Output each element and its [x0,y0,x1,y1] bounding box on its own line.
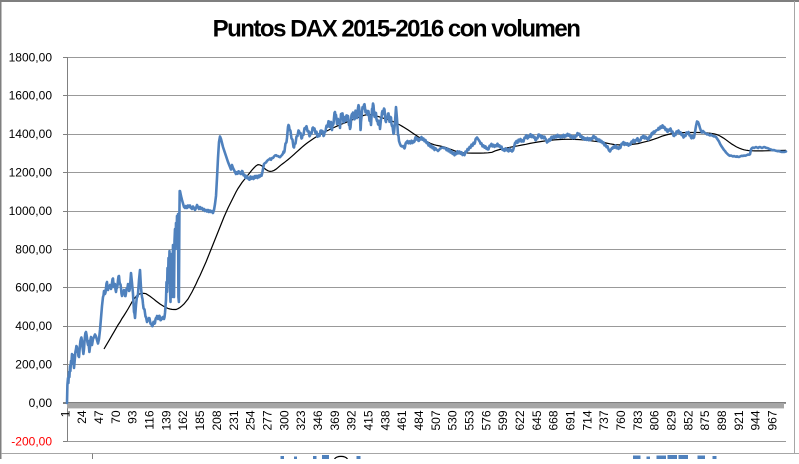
svg-text:400,00: 400,00 [15,319,52,333]
svg-text:116: 116 [143,410,157,429]
svg-text:1: 1 [58,410,72,417]
svg-text:162: 162 [176,410,190,430]
svg-text:783: 783 [631,410,645,430]
svg-text:Puntos DAX 2015-2016 con volum: Puntos DAX 2015-2016 con volumen [213,16,581,43]
svg-text:0,00: 0,00 [29,396,53,410]
svg-text:921: 921 [732,410,746,430]
svg-text:668: 668 [547,410,561,430]
svg-text:898: 898 [715,410,729,430]
svg-text:392: 392 [345,410,359,430]
svg-text:484: 484 [412,410,426,430]
svg-text:24: 24 [75,410,89,424]
svg-text:93: 93 [126,410,140,424]
svg-text:300: 300 [277,410,291,430]
svg-text:1000,00: 1000,00 [9,204,53,218]
svg-text:737: 737 [597,410,611,430]
svg-text:185: 185 [193,410,207,430]
svg-text:1200,00: 1200,00 [9,166,53,180]
svg-text:530: 530 [446,410,460,430]
svg-text:852: 852 [681,410,695,430]
svg-text:622: 622 [513,410,527,430]
svg-text:-200,00: -200,00 [11,434,52,448]
svg-text:1600,00: 1600,00 [9,89,53,103]
svg-text:200,00: 200,00 [15,358,52,372]
svg-text:829: 829 [665,410,679,430]
svg-text:1400,00: 1400,00 [9,127,53,141]
svg-text:645: 645 [530,410,544,430]
svg-text:507: 507 [429,410,443,430]
svg-text:553: 553 [463,410,477,430]
svg-text:800,00: 800,00 [15,242,52,256]
svg-text:599: 599 [496,410,510,430]
svg-text:600,00: 600,00 [15,281,52,295]
svg-text:346: 346 [311,410,325,430]
svg-text:576: 576 [479,410,493,430]
svg-text:967: 967 [766,410,780,430]
svg-text:277: 277 [260,410,274,430]
svg-text:438: 438 [378,410,392,430]
svg-text:415: 415 [361,410,375,430]
svg-text:47: 47 [92,410,106,424]
svg-text:254: 254 [244,410,258,430]
svg-text:714: 714 [580,410,594,430]
svg-text:1800,00: 1800,00 [9,50,53,64]
svg-text:323: 323 [294,410,308,430]
svg-text:208: 208 [210,410,224,430]
svg-text:369: 369 [328,410,342,430]
svg-text:944: 944 [749,410,763,430]
svg-text:875: 875 [698,410,712,430]
svg-text:806: 806 [648,410,662,430]
svg-text:139: 139 [159,410,173,430]
svg-text:231: 231 [227,410,241,430]
svg-text:461: 461 [395,410,409,430]
svg-text:70: 70 [109,410,123,424]
svg-text:760: 760 [614,410,628,430]
svg-text:691: 691 [564,410,578,430]
